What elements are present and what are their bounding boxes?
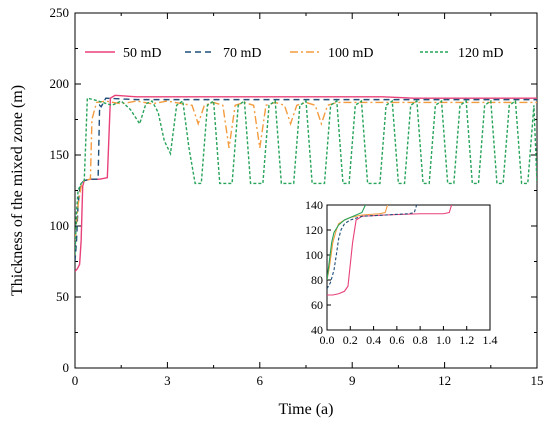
x-tick-label: 0 — [72, 373, 79, 388]
y-axis-title: Thickness of the mixed zone (m) — [9, 85, 26, 296]
inset-x-tick-label: 0.8 — [413, 333, 428, 347]
series-line-100-md — [75, 100, 537, 241]
inset-frame — [326, 204, 491, 331]
inset-x-tick-label: 0.4 — [366, 333, 381, 347]
inset-y-tick-label: 60 — [311, 298, 323, 312]
legend: 50 mD 70 mD 100 mD 120 mD — [85, 46, 504, 61]
y-tick-label: 200 — [50, 76, 70, 91]
inset-y-tick-label: 140 — [305, 198, 323, 212]
x-tick-label: 12 — [438, 373, 451, 388]
legend-label: 70 mD — [223, 46, 262, 61]
series-line-70-md — [75, 97, 537, 262]
y-tick-label: 150 — [50, 147, 70, 162]
inset-series-line-120-md — [327, 205, 366, 281]
inset-y-tick-label: 40 — [311, 323, 323, 337]
x-tick-label: 6 — [257, 373, 264, 388]
inset-y-tick-label: 80 — [311, 273, 323, 287]
x-tick-label: 3 — [164, 373, 171, 388]
inset-x-tick-label: 1.4 — [483, 333, 498, 347]
inset-x-tick-label: 0.2 — [343, 333, 358, 347]
inset-x-tick-label: 0.6 — [389, 333, 404, 347]
legend-label: 50 mD — [123, 46, 162, 61]
series-line-120-md — [75, 97, 537, 255]
inset-x-tick-label: 0.0 — [320, 333, 335, 347]
inset-x-tick-label: 1.0 — [436, 333, 451, 347]
inset-series-line-70-md — [327, 205, 418, 290]
x-tick-label: 9 — [349, 373, 356, 388]
y-tick-label: 250 — [50, 5, 70, 20]
x-axis-title: Time (a) — [279, 401, 334, 418]
y-tick-label: 0 — [63, 360, 70, 375]
y-tick-label: 100 — [50, 218, 70, 233]
inset-series-line-50-md — [327, 205, 453, 296]
inset-x-tick-label: 1.2 — [459, 333, 474, 347]
inset-y-tick-label: 120 — [305, 223, 323, 237]
series-line-50-md — [75, 94, 537, 272]
legend-label: 100 mD — [328, 46, 374, 61]
x-tick-label: 15 — [531, 373, 544, 388]
y-tick-label: 50 — [56, 289, 69, 304]
legend-label: 120 mD — [458, 46, 504, 61]
inset-y-tick-label: 100 — [305, 248, 323, 262]
inset-plot: 0.0 0.2 0.4 0.6 0.8 1.0 1.2 1.4 40 60 80 100 120 140 — [295, 197, 502, 352]
